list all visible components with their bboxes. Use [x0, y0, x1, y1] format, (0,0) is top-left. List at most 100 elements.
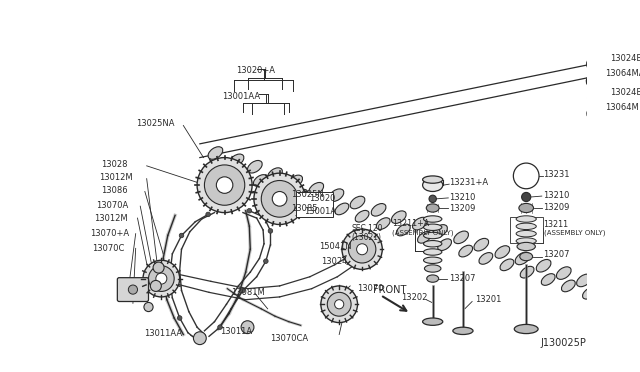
Text: J130025P: J130025P — [541, 338, 587, 348]
Circle shape — [342, 229, 382, 269]
Ellipse shape — [253, 175, 268, 186]
Ellipse shape — [454, 231, 468, 244]
Ellipse shape — [422, 318, 443, 326]
Circle shape — [179, 233, 184, 238]
Text: 13070+A: 13070+A — [90, 229, 129, 238]
Text: 13064M: 13064M — [605, 103, 639, 112]
Ellipse shape — [427, 275, 438, 282]
Ellipse shape — [314, 196, 328, 208]
Ellipse shape — [392, 211, 406, 224]
Circle shape — [129, 285, 138, 294]
Text: 13211+A: 13211+A — [392, 219, 429, 228]
Ellipse shape — [229, 154, 244, 167]
Ellipse shape — [438, 239, 451, 250]
Circle shape — [356, 244, 367, 255]
Circle shape — [144, 302, 153, 312]
Circle shape — [156, 273, 167, 284]
Ellipse shape — [459, 245, 472, 257]
Ellipse shape — [424, 224, 442, 231]
Text: 13210: 13210 — [543, 191, 569, 200]
Ellipse shape — [422, 179, 443, 192]
Circle shape — [167, 275, 172, 279]
Ellipse shape — [274, 182, 287, 194]
Ellipse shape — [376, 218, 390, 230]
Text: (13021): (13021) — [351, 233, 381, 242]
Circle shape — [143, 260, 180, 297]
Circle shape — [193, 332, 206, 344]
Text: 13001A: 13001A — [305, 207, 337, 216]
Circle shape — [218, 325, 222, 330]
Text: (ASSEMBLY ONLY): (ASSEMBLY ONLY) — [392, 230, 454, 236]
Ellipse shape — [426, 204, 439, 212]
Circle shape — [204, 165, 244, 205]
Ellipse shape — [424, 249, 442, 255]
Ellipse shape — [590, 109, 598, 115]
Ellipse shape — [474, 238, 488, 251]
Text: 13001AA: 13001AA — [222, 92, 260, 101]
Ellipse shape — [495, 246, 509, 258]
Text: 13211: 13211 — [543, 220, 569, 229]
Text: 13012M: 13012M — [95, 214, 128, 222]
Circle shape — [241, 288, 245, 293]
Ellipse shape — [350, 196, 365, 209]
Ellipse shape — [517, 243, 536, 251]
Ellipse shape — [598, 280, 612, 293]
Ellipse shape — [396, 224, 410, 236]
Circle shape — [429, 195, 436, 202]
Text: FRONT: FRONT — [373, 285, 406, 295]
Ellipse shape — [355, 211, 369, 222]
Circle shape — [272, 192, 287, 206]
Ellipse shape — [587, 105, 601, 118]
Text: SEC.120: SEC.120 — [351, 224, 383, 232]
Ellipse shape — [541, 274, 555, 285]
Text: 13209: 13209 — [543, 203, 569, 212]
Ellipse shape — [424, 216, 442, 222]
Circle shape — [177, 316, 182, 320]
Circle shape — [522, 192, 531, 202]
Ellipse shape — [268, 168, 282, 180]
Circle shape — [247, 208, 252, 213]
Ellipse shape — [424, 241, 442, 247]
Ellipse shape — [577, 274, 591, 287]
Text: 13070C: 13070C — [92, 244, 124, 253]
Ellipse shape — [520, 253, 532, 261]
Circle shape — [241, 321, 254, 334]
Text: 13012M: 13012M — [99, 173, 132, 182]
Text: 13085: 13085 — [291, 203, 318, 212]
Circle shape — [513, 163, 539, 189]
Ellipse shape — [515, 252, 530, 265]
Text: 13086: 13086 — [101, 186, 127, 195]
Circle shape — [153, 262, 164, 273]
Ellipse shape — [516, 238, 536, 244]
Ellipse shape — [519, 203, 534, 212]
Text: 13207: 13207 — [449, 274, 476, 283]
Ellipse shape — [536, 260, 551, 272]
Text: 13070: 13070 — [358, 284, 384, 293]
Circle shape — [321, 286, 358, 323]
Text: 13207: 13207 — [543, 250, 569, 259]
Ellipse shape — [586, 73, 602, 87]
Circle shape — [216, 177, 233, 193]
Text: 13024: 13024 — [321, 257, 348, 266]
Ellipse shape — [422, 176, 443, 183]
Text: 13202: 13202 — [401, 294, 427, 302]
Text: 13020: 13020 — [309, 194, 335, 203]
Ellipse shape — [424, 257, 442, 263]
Ellipse shape — [556, 267, 571, 279]
Text: 13209: 13209 — [449, 203, 476, 212]
Text: 13070CA: 13070CA — [271, 334, 308, 343]
Circle shape — [148, 266, 174, 291]
Ellipse shape — [248, 160, 262, 173]
FancyBboxPatch shape — [509, 217, 543, 243]
Ellipse shape — [516, 231, 536, 237]
Text: 13070A: 13070A — [96, 201, 129, 210]
Text: 13011A: 13011A — [220, 327, 252, 336]
Ellipse shape — [520, 266, 534, 278]
Ellipse shape — [371, 203, 386, 216]
Text: 13210: 13210 — [449, 192, 476, 202]
FancyBboxPatch shape — [296, 192, 333, 217]
Circle shape — [587, 57, 602, 71]
Ellipse shape — [213, 161, 227, 173]
Ellipse shape — [233, 167, 247, 179]
Text: 13081M: 13081M — [231, 288, 265, 297]
